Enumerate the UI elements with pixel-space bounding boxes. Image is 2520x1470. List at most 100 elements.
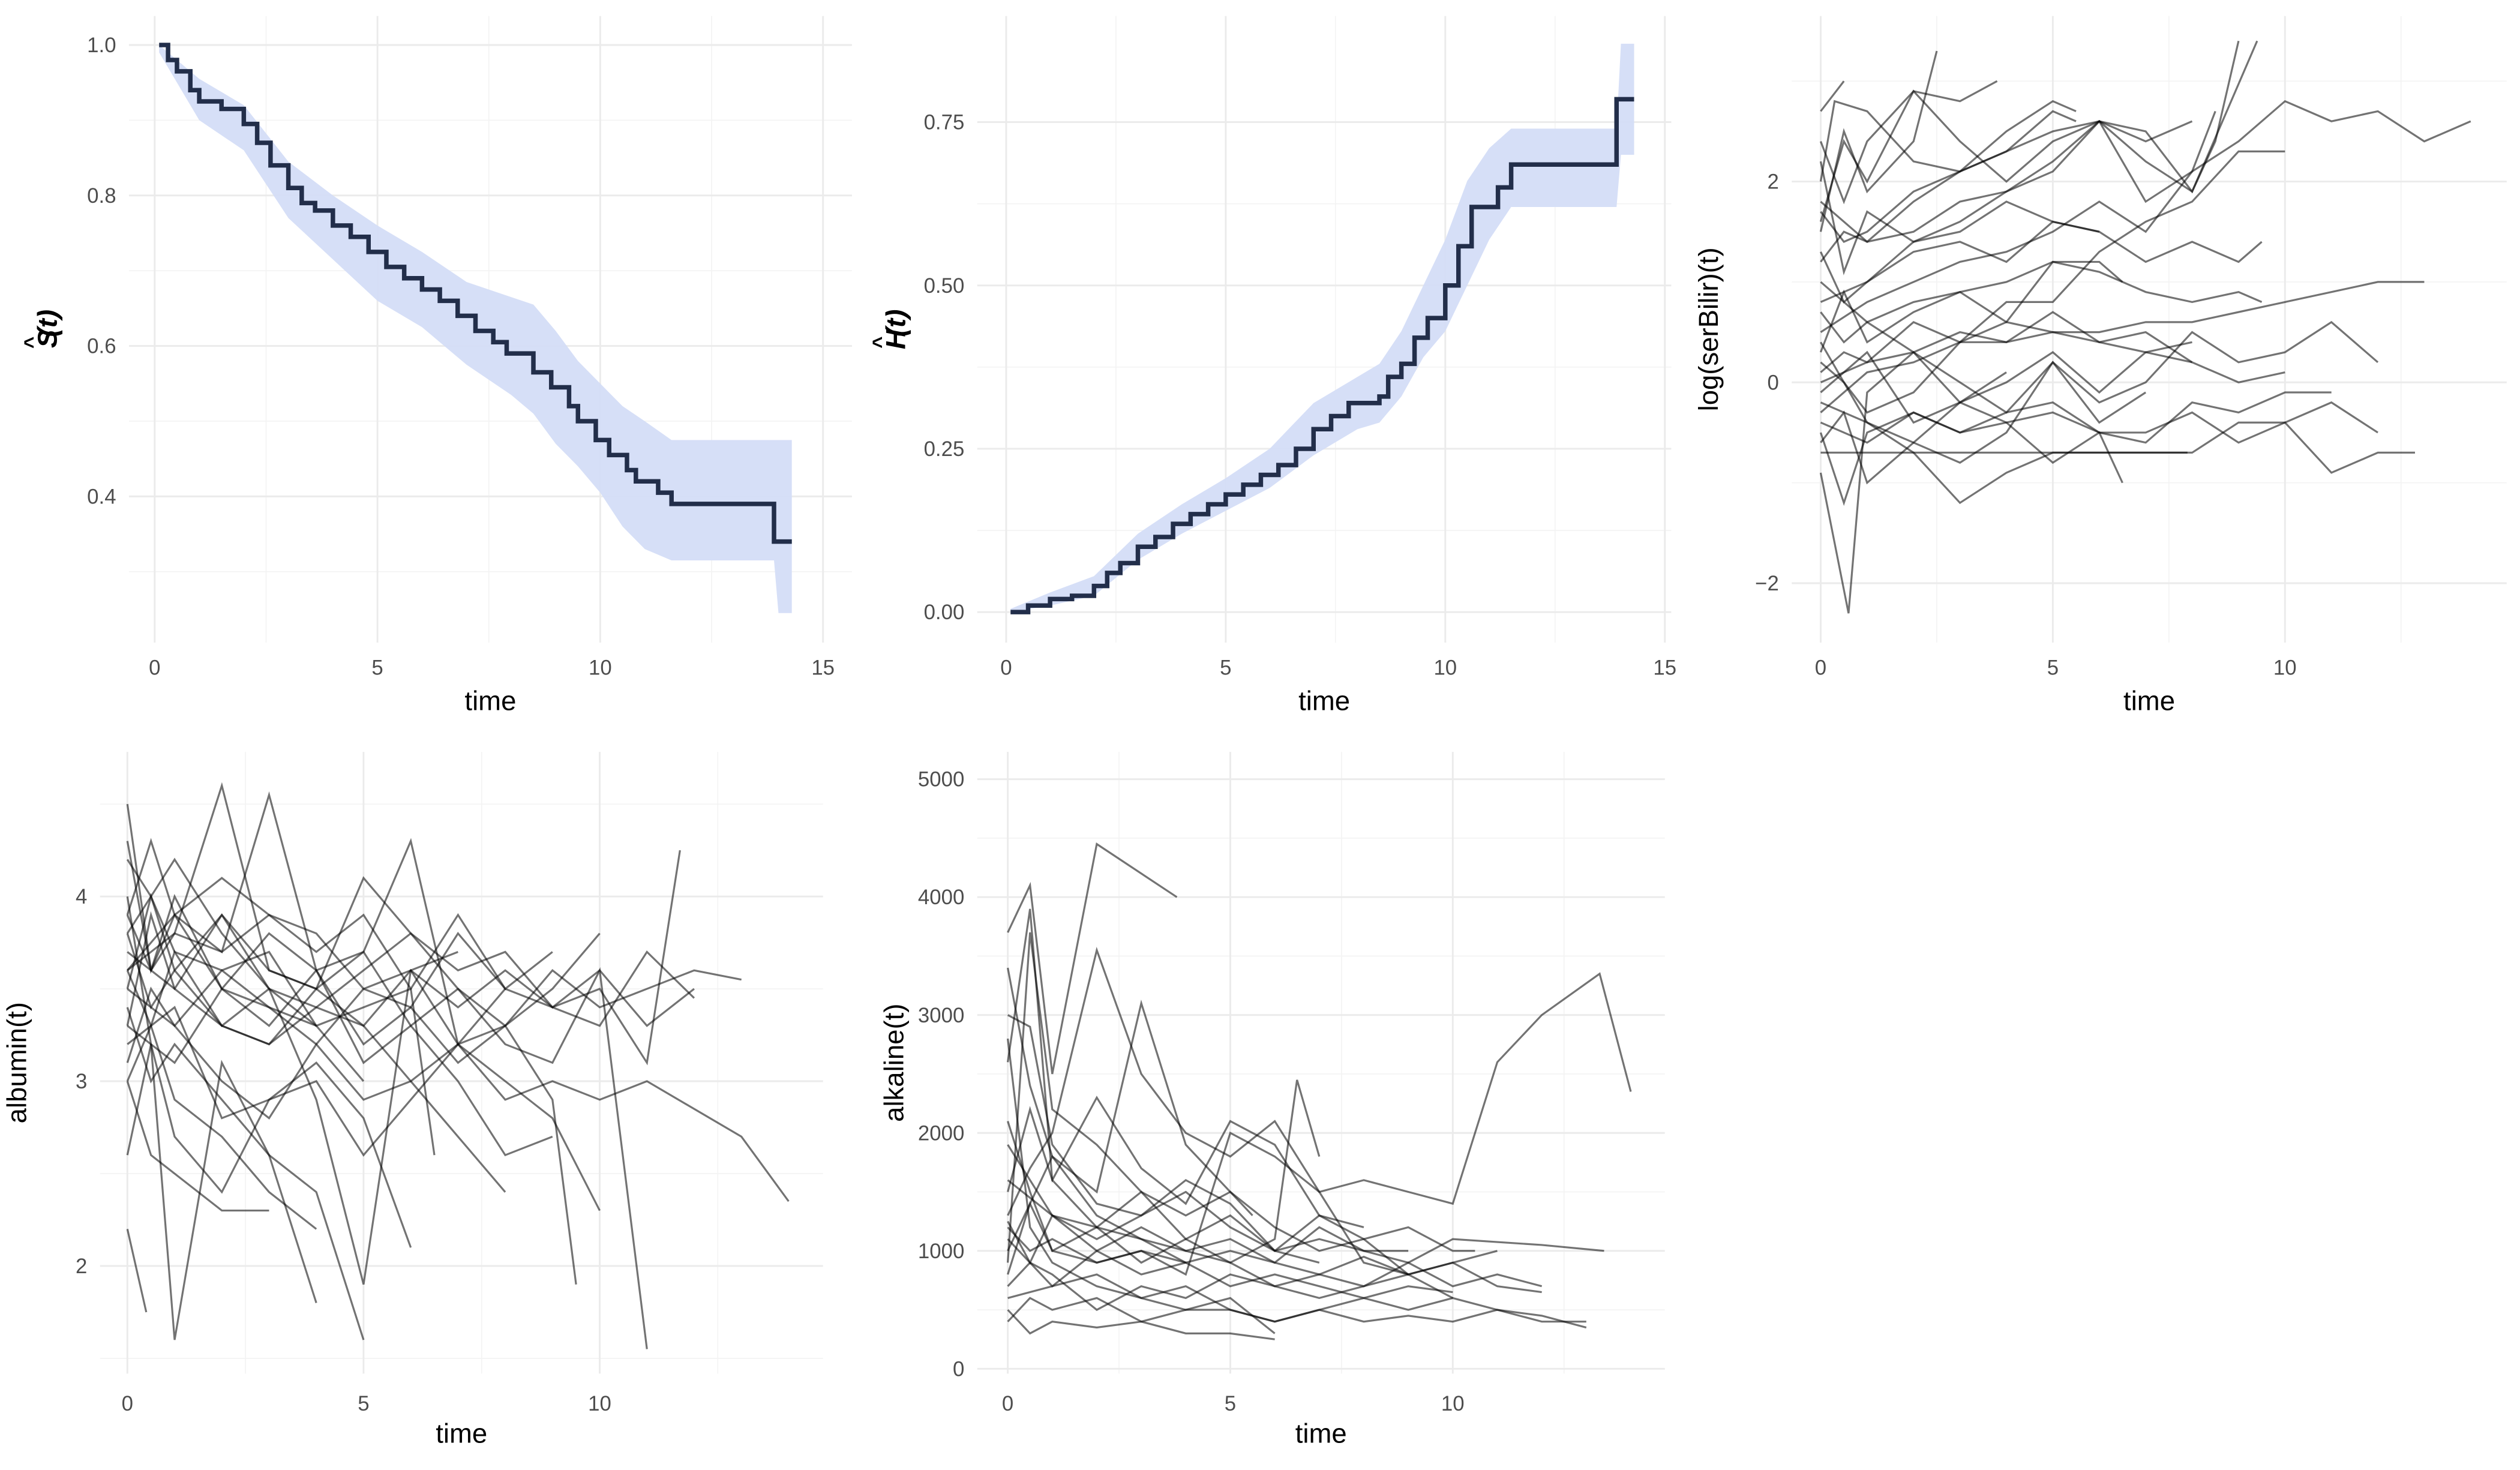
x-tick-label: 10: [589, 656, 612, 680]
subject-trajectory: [126, 1023, 317, 1230]
y-tick-label: 0.00: [924, 601, 965, 624]
y-tick-label: 0: [953, 1357, 964, 1381]
subject-trajectory: [127, 969, 742, 1064]
x-tick-label: 10: [588, 1392, 611, 1415]
subject-trajectory: [1820, 220, 2263, 304]
subject-trajectory: [1820, 281, 2425, 413]
panel-albumin: 0 5 10 2 3 4 time albumin(t): [2, 752, 823, 1448]
x-tick-label: 0: [149, 656, 160, 680]
subject-trajectory: [1007, 1121, 1543, 1288]
subject-trajectory: [126, 986, 506, 1193]
subject-trajectory: [1007, 999, 1253, 1252]
subject-trajectory: [1820, 341, 2192, 424]
hat-accent: ^: [869, 336, 892, 349]
subject-trajectory: [1007, 1038, 1587, 1329]
subject-trajectory: [1007, 1309, 1275, 1340]
y-tick-label: 0.75: [924, 111, 965, 134]
y-tick-label: −2: [1755, 572, 1779, 595]
panel-serbilir: 0 5 10 −2 0 2 time log(serBilir)(t): [1693, 16, 2507, 716]
y-tick-label: 5000: [918, 768, 964, 791]
subject-trajectory: [127, 931, 553, 1064]
y-tick-label: 4: [76, 885, 87, 908]
subject-trajectory: [126, 859, 436, 1156]
y-tick-label: 2000: [918, 1121, 964, 1145]
y-tick-label: 0.50: [924, 274, 965, 298]
subject-trajectory: [1820, 150, 2285, 414]
x-tick-label: 5: [2047, 656, 2059, 680]
y-tick-label: 0.4: [87, 485, 116, 508]
subject-trajectory: [1007, 1144, 1475, 1252]
subject-trajectory: [1007, 908, 1187, 1264]
subject-trajectory: [1007, 947, 1632, 1216]
subject-trajectory: [126, 1044, 412, 1248]
subject-trajectory: [1007, 1297, 1276, 1334]
y-axis-title: H^(t): [869, 310, 911, 350]
subject-trajectory: [1007, 1226, 1409, 1288]
subject-trajectory: [1820, 311, 2147, 424]
subject-trajectory: [127, 913, 577, 1285]
subject-trajectory: [1007, 1261, 1454, 1311]
subject-trajectory: [1820, 391, 2332, 444]
x-tick-label: 10: [1433, 656, 1457, 680]
subject-trajectory: [1820, 260, 2263, 373]
subject-trajectory: [126, 1007, 317, 1304]
subject-trajectory: [1819, 401, 2378, 506]
subject-trajectory: [1007, 842, 1178, 1075]
subject-trajectory: [1819, 89, 2216, 222]
x-tick-label: 15: [811, 656, 835, 680]
subject-trajectory: [1819, 289, 2192, 364]
y-axis-title-arg: (t): [32, 310, 62, 337]
x-axis-title: time: [1298, 685, 1350, 716]
panel-alkaline: 0 5 10 0 1000 2000 3000 4000 5000 time alkaline(t): [879, 752, 1665, 1448]
subject-trajectory: [127, 877, 695, 1027]
estimate-step-line: [1010, 97, 1634, 614]
y-axis-title: alkaline(t): [879, 1004, 910, 1122]
y-axis-title: S^(t): [20, 310, 62, 349]
subject-trajectory: [126, 876, 695, 1046]
x-tick-label: 0: [1000, 656, 1012, 680]
y-tick-label: 2: [76, 1255, 87, 1278]
y-tick-label: 0.25: [924, 437, 965, 461]
subject-trajectory: [1820, 320, 2379, 464]
subject-trajectory: [126, 838, 601, 1046]
panel-survival: 0 5 10 15 0.4 0.6 0.8 1.0 time S^(t): [20, 16, 852, 716]
subject-trajectory: [126, 913, 365, 1082]
subject-trajectory: [1820, 260, 2123, 323]
subject-trajectory: [126, 1229, 148, 1313]
x-axis-title: time: [464, 685, 516, 716]
x-tick-label: 5: [1225, 1392, 1236, 1415]
y-tick-label: 0.8: [87, 184, 116, 208]
y-tick-label: 0.6: [87, 335, 116, 358]
y-axis-title: albumin(t): [2, 1002, 32, 1123]
y-axis-title: log(serBilir)(t): [1693, 247, 1724, 411]
x-tick-label: 10: [2273, 656, 2297, 680]
subject-trajectory: [127, 1006, 790, 1202]
y-tick-label: 0: [1768, 371, 1779, 394]
panel-cumhazard: 0 5 10 15 0.00 0.25 0.50 0.75 time H^(t): [869, 16, 1676, 716]
subject-trajectory: [1819, 350, 2007, 614]
estimate-step-line: [159, 43, 792, 544]
subject-trajectory: [1819, 50, 1938, 232]
y-tick-label: 3000: [918, 1004, 964, 1027]
y-tick-label: 3: [76, 1070, 87, 1093]
hat-accent: ^: [20, 337, 44, 349]
x-tick-label: 5: [1220, 656, 1231, 680]
subject-trajectory: [1007, 967, 1321, 1264]
subject-trajectory: [126, 949, 458, 1285]
x-axis-title: time: [1295, 1418, 1347, 1448]
subject-trajectory: [1820, 110, 2077, 243]
subject-trajectory: [1007, 1096, 1364, 1229]
subject-trajectory: [1820, 40, 2258, 243]
y-axis-title-letter: H: [880, 329, 911, 349]
x-tick-label: 0: [1002, 1392, 1013, 1415]
subject-trajectory: [1007, 1131, 1409, 1276]
x-tick-label: 0: [1815, 656, 1826, 680]
subject-trajectory: [1819, 80, 1998, 205]
y-tick-label: 1.0: [87, 34, 116, 57]
subject-trajectory: [1820, 311, 2285, 383]
subject-trajectory: [1007, 1214, 1542, 1294]
y-tick-label: 1000: [918, 1240, 964, 1263]
x-tick-label: 5: [358, 1392, 369, 1415]
x-tick-label: 15: [1653, 656, 1676, 680]
